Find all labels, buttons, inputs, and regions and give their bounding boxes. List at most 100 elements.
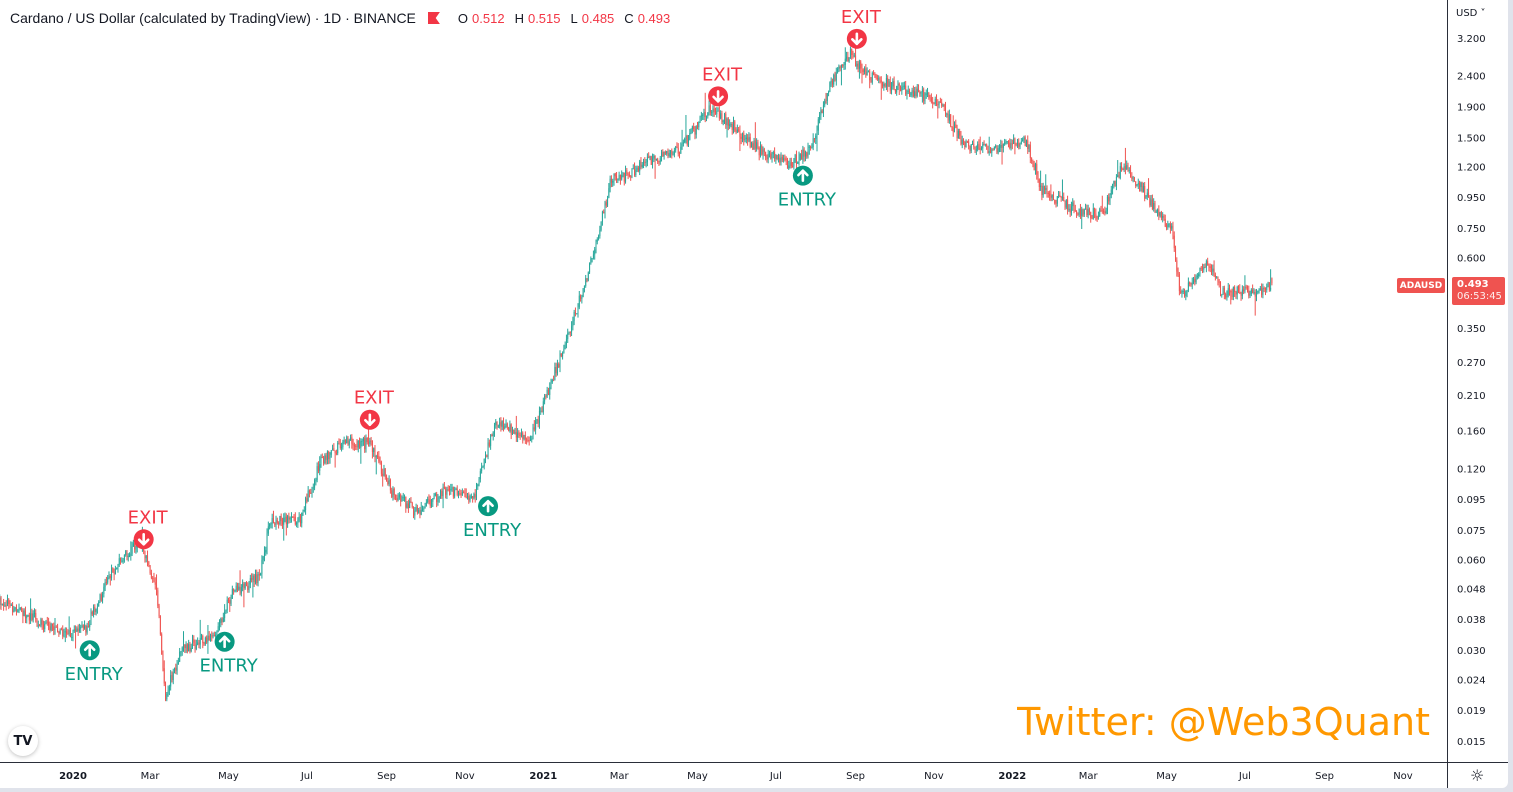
candle-body [505, 423, 507, 427]
candle-body [1097, 215, 1099, 219]
candle [531, 435, 533, 443]
candle [1185, 290, 1187, 301]
candle-body [618, 174, 620, 179]
candle [659, 155, 661, 165]
candle-body [484, 455, 486, 459]
candle [253, 573, 255, 588]
candle-body [963, 139, 965, 143]
price-tick-label: 0.019 [1457, 706, 1486, 717]
candle [1092, 203, 1094, 220]
candle-body [533, 427, 535, 430]
candle-body [1262, 288, 1264, 295]
candle [506, 422, 508, 430]
currency-dropdown[interactable]: USD ˅ [1456, 8, 1486, 19]
candle [59, 628, 61, 635]
candle [1, 603, 3, 606]
candle-body [510, 424, 512, 435]
candle [529, 435, 531, 442]
candle [784, 154, 786, 162]
candle-body [292, 516, 294, 518]
candle [206, 635, 208, 644]
gear-icon[interactable]: ☼ [1470, 766, 1485, 785]
candle [348, 438, 350, 449]
entry-signal[interactable]: ENTRY [778, 165, 837, 211]
candle-body [1235, 292, 1237, 295]
candle [640, 157, 642, 170]
candle-body [1131, 177, 1133, 179]
candle [77, 624, 79, 636]
candle-body [820, 110, 822, 116]
candle [1033, 160, 1035, 171]
candle-body [1220, 282, 1222, 296]
candle-body [242, 583, 244, 588]
candle-body [785, 158, 787, 160]
exit-signal[interactable]: EXIT [354, 388, 395, 430]
exit-signal[interactable]: EXIT [702, 64, 743, 107]
candle [459, 488, 461, 496]
candle [1230, 289, 1232, 305]
candle-body [581, 297, 583, 299]
candle-body [1014, 138, 1016, 144]
candle-body [297, 520, 299, 523]
candle [194, 639, 196, 653]
candle-body [35, 612, 37, 619]
exit-signal[interactable]: EXIT [841, 7, 882, 49]
candle [433, 492, 435, 500]
candle [434, 492, 436, 497]
candle-body [1264, 288, 1266, 291]
candle [251, 573, 253, 583]
candle-body [64, 631, 66, 633]
candle-body [188, 644, 190, 652]
candle-body [233, 588, 235, 592]
candle [370, 436, 372, 446]
price-axis-divider[interactable] [1447, 0, 1448, 788]
candle [201, 633, 202, 640]
candle [492, 431, 494, 441]
time-axis-divider[interactable] [0, 762, 1508, 763]
candle-body [912, 90, 914, 97]
candle-body [681, 143, 683, 147]
candle-body [456, 488, 458, 495]
candle-body [1218, 281, 1220, 283]
candle-body [1230, 290, 1232, 293]
candle-body [612, 180, 614, 183]
candle-body [1000, 144, 1002, 148]
flag-icon[interactable] [427, 12, 440, 24]
candle [373, 447, 375, 457]
candle-body [301, 512, 303, 524]
entry-signal[interactable]: ENTRY [463, 496, 522, 541]
candle [631, 168, 633, 179]
candle-body [927, 93, 929, 95]
candle-body [356, 446, 358, 448]
candle [1186, 289, 1188, 298]
candle [1268, 282, 1270, 292]
candle [280, 513, 282, 527]
candle-body [975, 149, 977, 151]
candle [513, 429, 515, 434]
exit-signal[interactable]: EXIT [128, 507, 169, 550]
candle-body [779, 157, 781, 163]
candle-body [915, 91, 917, 96]
candle [484, 451, 486, 464]
candle-body [632, 168, 634, 170]
candle-body [878, 78, 880, 80]
candle [896, 85, 898, 96]
entry-signal[interactable]: ENTRY [200, 631, 259, 677]
candle-body [445, 488, 447, 495]
ohlc-low-key: L [570, 10, 578, 26]
candle-body [27, 615, 29, 617]
candle [347, 436, 349, 446]
candle-body [520, 432, 522, 436]
candle [290, 512, 292, 523]
symbol-title[interactable]: Cardano / US Dollar (calculated by Tradi… [10, 10, 416, 26]
candle [998, 144, 1000, 153]
tradingview-logo[interactable]: TV [8, 726, 38, 756]
candle-body [1114, 181, 1116, 186]
candle [722, 119, 724, 126]
candle-body [383, 468, 385, 476]
entry-signal[interactable]: ENTRY [65, 640, 124, 685]
candle-body [1119, 166, 1121, 179]
candle-body [619, 174, 621, 180]
candle [648, 152, 650, 159]
